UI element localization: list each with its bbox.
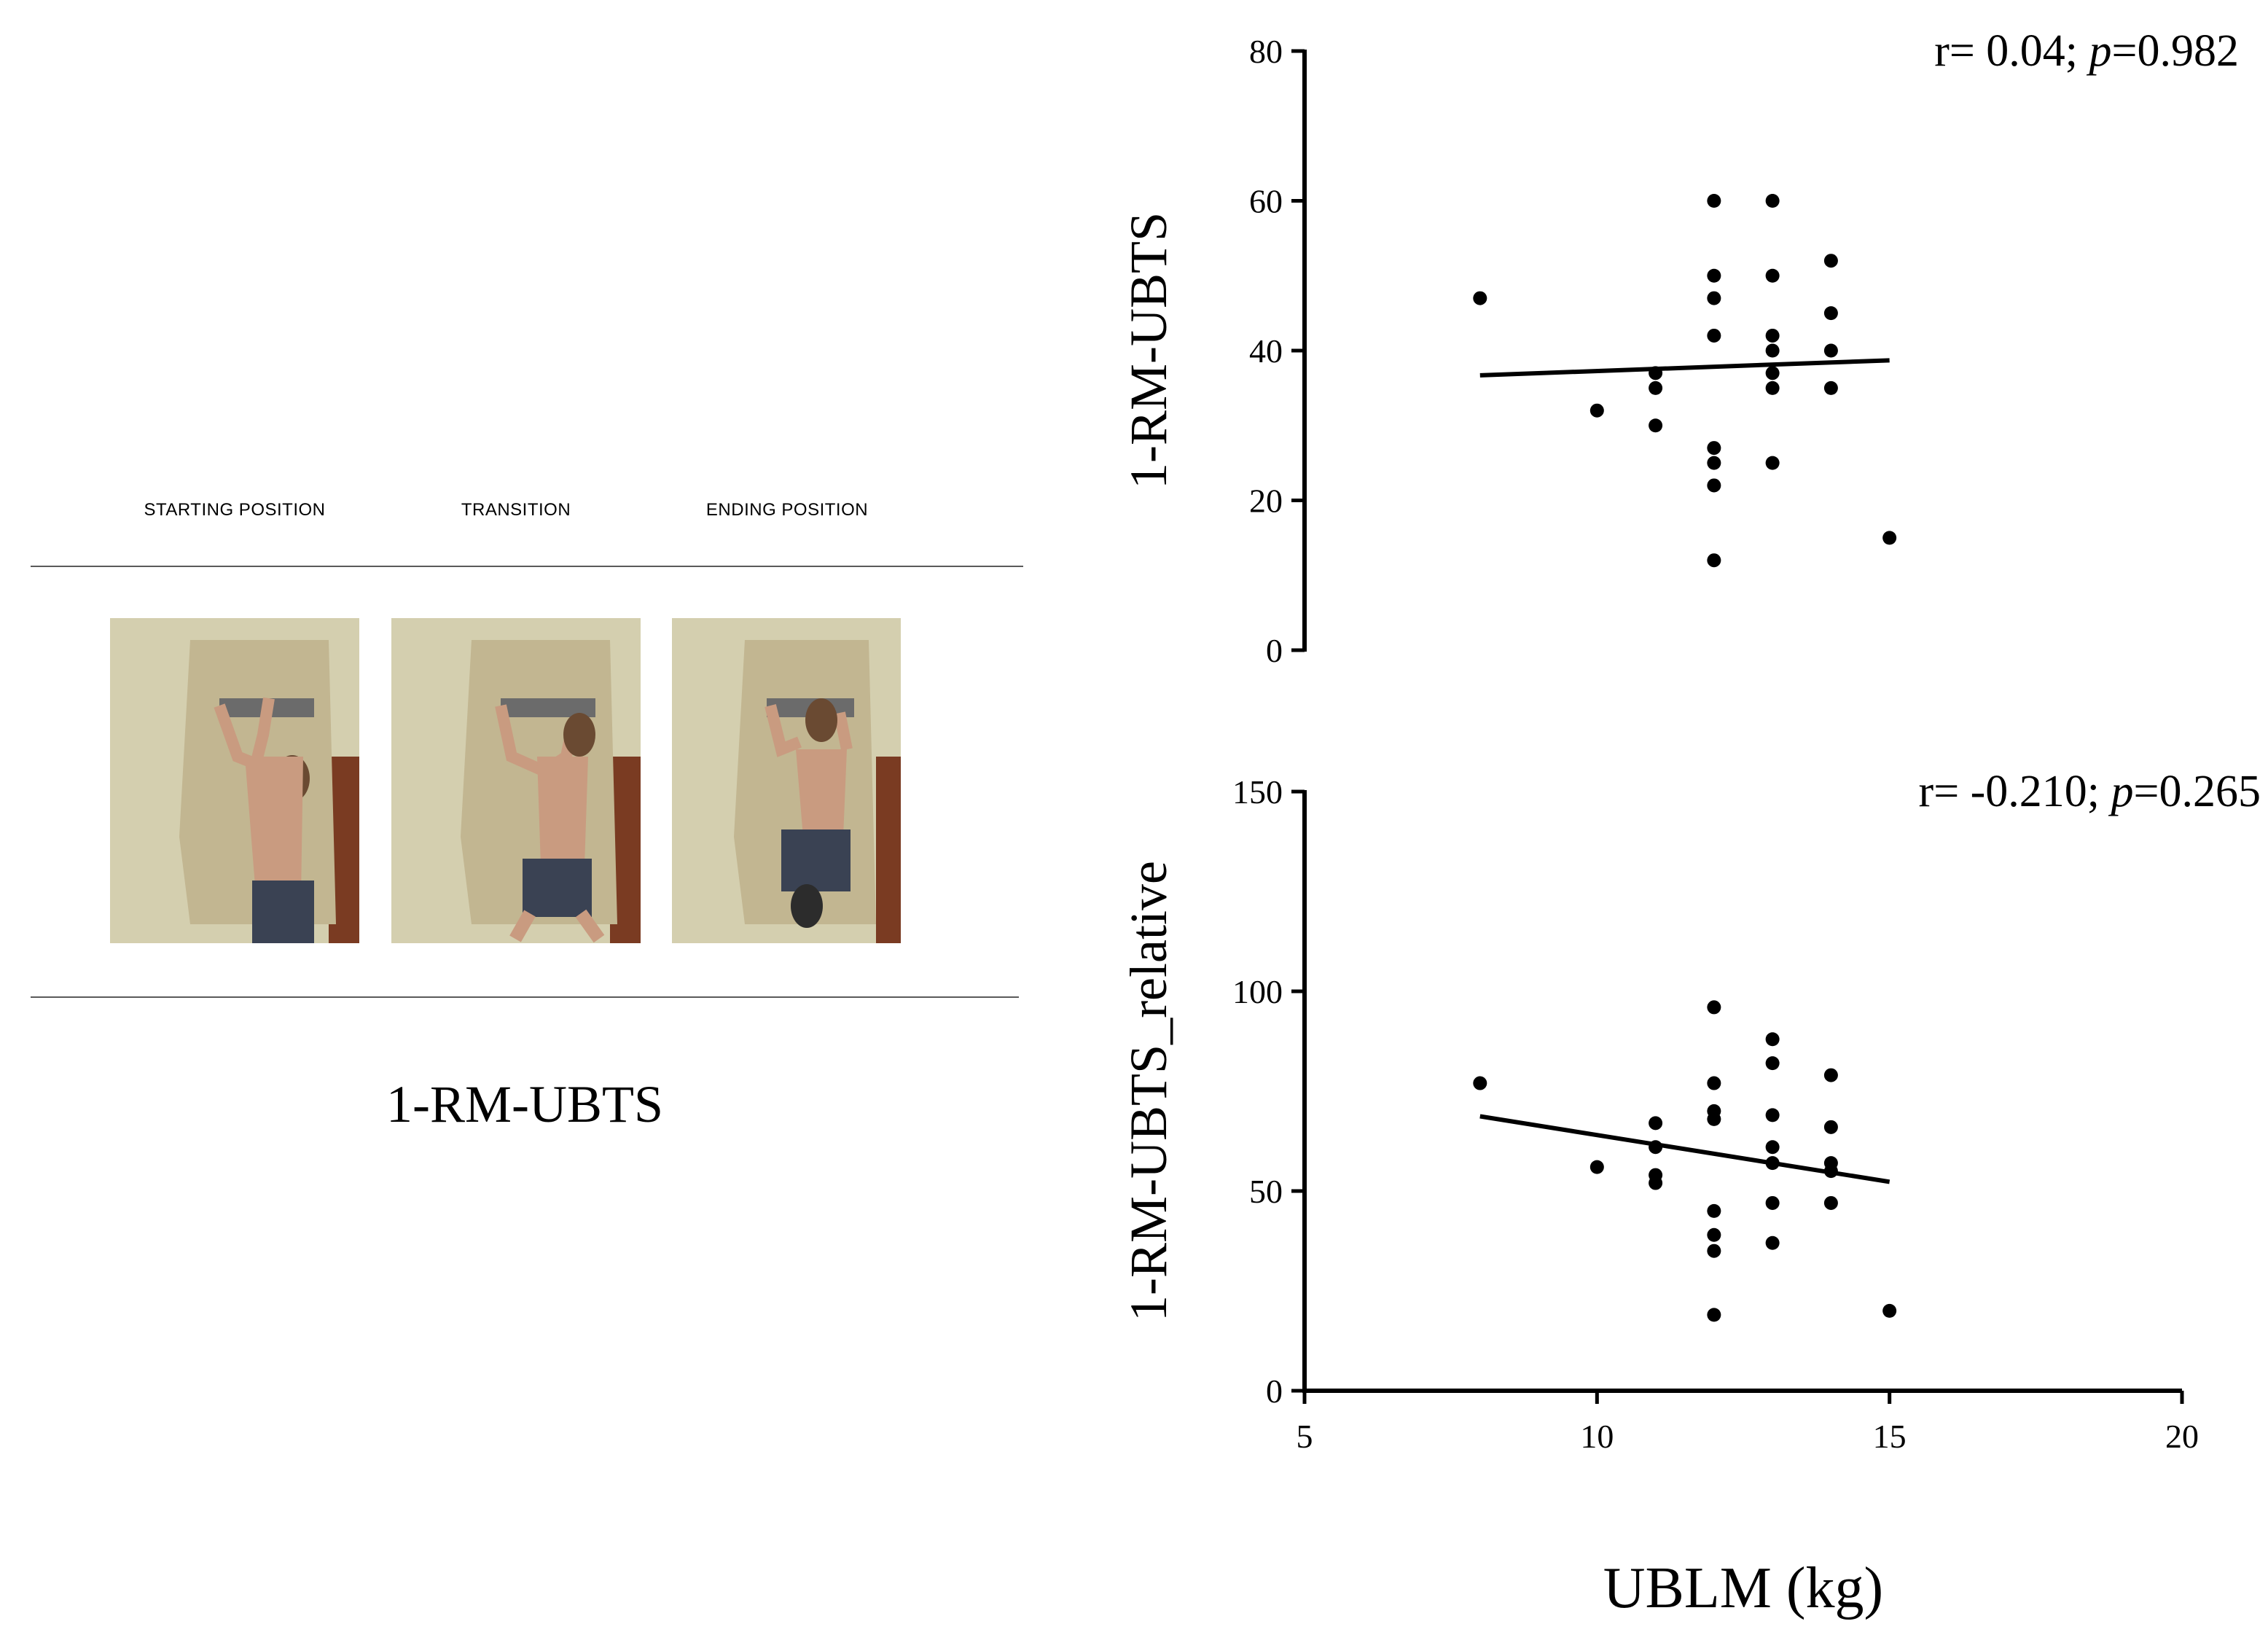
x-tick-label: 10 (1580, 1418, 1614, 1455)
phase-label-transition: TRANSITION (461, 500, 571, 520)
trendline (1479, 358, 1890, 378)
data-point (1707, 1227, 1721, 1242)
data-point (1823, 254, 1838, 268)
data-point (1765, 1156, 1780, 1171)
data-point (1882, 531, 1897, 545)
data-point (1707, 1308, 1721, 1322)
data-point (1823, 343, 1838, 358)
data-point (1707, 328, 1721, 343)
data-point (1882, 1303, 1897, 1318)
phase-label-end: ENDING POSITION (705, 500, 869, 520)
data-point (1707, 194, 1721, 208)
data-point (1473, 1076, 1487, 1090)
top-divider (31, 566, 1023, 567)
y-tick-label: 60 (1249, 183, 1283, 220)
data-point (1707, 1076, 1721, 1090)
data-point (1823, 1164, 1838, 1179)
data-point (1765, 1195, 1780, 1210)
data-point (1823, 1120, 1838, 1134)
y-tick-label: 20 (1249, 483, 1283, 520)
y-tick-label: 0 (1266, 632, 1283, 669)
data-point (1823, 380, 1838, 395)
y-tick-label: 50 (1249, 1173, 1283, 1210)
data-point (1589, 403, 1604, 418)
data-point (1765, 268, 1780, 283)
data-point (1707, 1243, 1721, 1258)
scatter-chart-2: 0 50 100 150 5 10 15 20 1-RM-UBTS_relative UBLM (… (1119, 767, 2261, 1620)
photo-start (110, 618, 359, 943)
data-point (1649, 1176, 1663, 1190)
data-point (1765, 1056, 1780, 1071)
x-tick-label: 15 (1873, 1418, 1907, 1455)
data-point (1649, 1140, 1663, 1155)
x-axis-label: UBLM (kg) (1603, 1556, 1883, 1620)
data-point (1765, 343, 1780, 358)
correlation-annotation: r= 0.04; p=0.982 (1934, 26, 2239, 76)
data-point (1707, 456, 1721, 470)
trendline (1479, 1114, 1890, 1184)
data-point (1707, 478, 1721, 493)
y-axis-label: 1-RM-UBTS_relative (1119, 861, 1178, 1321)
scatter-chart-1: 0 20 40 60 80 1-RM-UBTS r= 0.04; p=0.982 (1119, 26, 2239, 669)
data-point (1765, 366, 1780, 380)
data-point (1707, 441, 1721, 456)
photo-transition (391, 618, 641, 943)
bottom-divider (31, 996, 1019, 998)
phase-label-start: STARTING POSITION (144, 500, 326, 520)
data-point (1765, 194, 1780, 208)
data-point (1649, 418, 1663, 433)
data-point (1823, 1068, 1838, 1082)
data-point (1765, 1235, 1780, 1250)
data-point (1765, 456, 1780, 470)
y-tick-label: 80 (1249, 33, 1283, 70)
y-tick-label: 40 (1249, 332, 1283, 370)
y-axis-label: 1-RM-UBTS (1119, 212, 1178, 489)
data-point (1707, 1203, 1721, 1218)
data-point (1473, 291, 1487, 305)
data-point (1707, 291, 1721, 305)
photo-end (672, 618, 901, 943)
y-tick-label: 150 (1232, 773, 1283, 811)
correlation-annotation: r= -0.210; p=0.265 (1919, 767, 2261, 816)
data-point (1707, 1112, 1721, 1126)
data-point (1765, 1108, 1780, 1123)
x-tick-label: 5 (1297, 1418, 1313, 1455)
figure-caption: 1-RM-UBTS (386, 1075, 664, 1133)
data-point (1765, 1032, 1780, 1047)
data-point (1589, 1160, 1604, 1174)
y-tick-label: 0 (1266, 1373, 1283, 1410)
data-point (1649, 1116, 1663, 1131)
data-point (1823, 306, 1838, 321)
data-point (1765, 328, 1780, 343)
data-point (1649, 380, 1663, 395)
data-point (1707, 553, 1721, 568)
data-point (1649, 366, 1663, 380)
data-point (1707, 1000, 1721, 1015)
data-point (1823, 1195, 1838, 1210)
data-point (1765, 1140, 1780, 1155)
x-tick-label: 20 (2165, 1418, 2199, 1455)
data-point (1765, 380, 1780, 395)
y-tick-label: 100 (1232, 973, 1283, 1010)
data-point (1707, 268, 1721, 283)
